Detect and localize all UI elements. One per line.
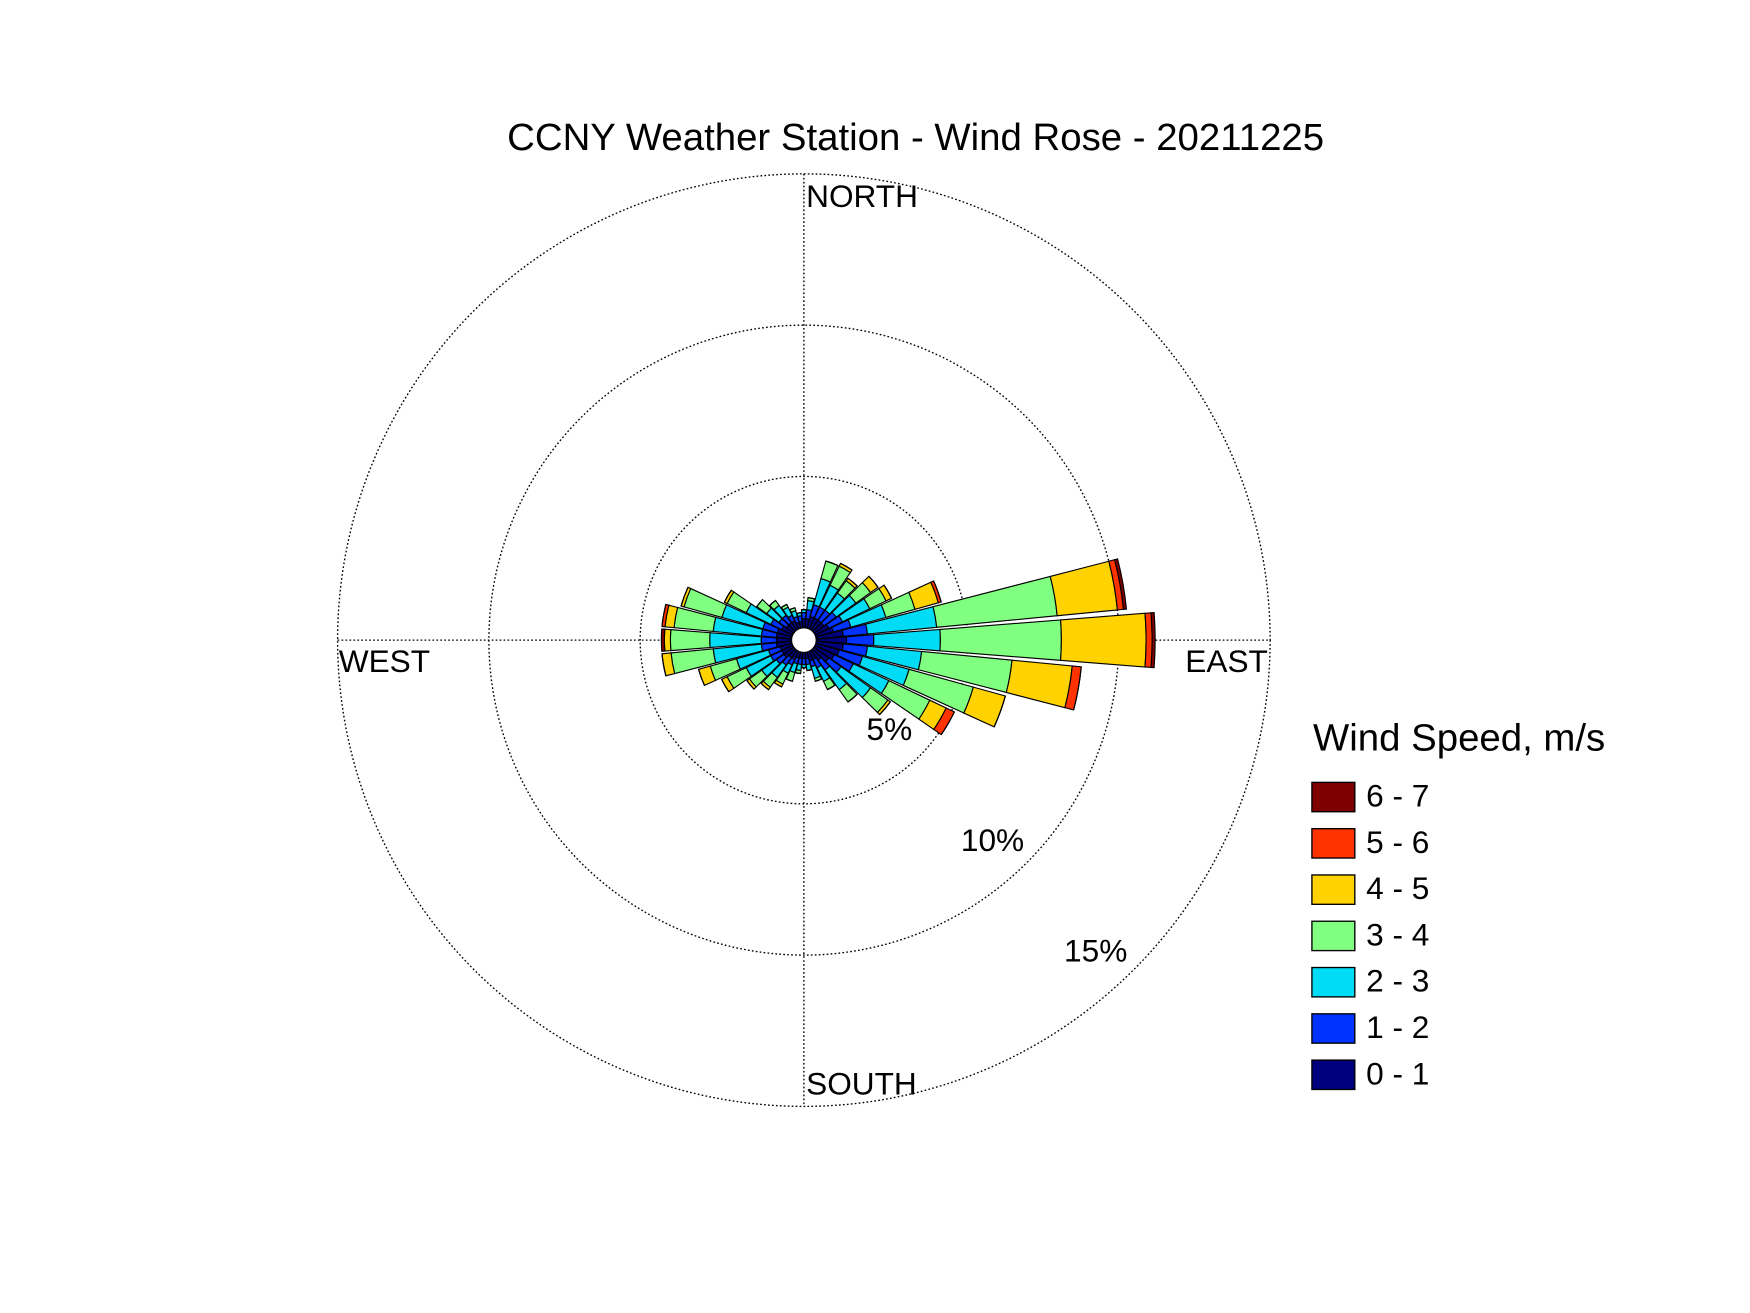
legend-label: 0 - 1 <box>1366 1055 1429 1091</box>
wedge <box>796 612 802 615</box>
legend-swatch <box>1311 874 1356 905</box>
legend-label: 4 - 5 <box>1366 870 1429 906</box>
legend-label: 3 - 4 <box>1366 916 1429 952</box>
wedge <box>1059 612 1147 668</box>
wedge <box>806 669 812 672</box>
wedge <box>760 683 769 691</box>
legend-swatch <box>1311 920 1356 952</box>
wedge <box>1150 611 1156 669</box>
direction-label: EAST <box>1185 643 1268 679</box>
wedge <box>660 628 666 652</box>
ring-label: 15% <box>1064 932 1127 968</box>
wedge <box>795 672 801 675</box>
direction-label: WEST <box>339 643 430 679</box>
wedge <box>993 695 1006 728</box>
wedge <box>698 669 705 686</box>
legend-label: 5 - 6 <box>1366 824 1429 860</box>
legend-title: Wind Speed, m/s <box>1313 717 1605 760</box>
wedge <box>774 682 782 688</box>
direction-label: NORTH <box>806 178 918 214</box>
legend-swatch <box>1311 1013 1356 1044</box>
ring-label: 5% <box>866 711 912 747</box>
wedge <box>825 560 839 567</box>
legend-label: 6 - 7 <box>1366 778 1429 814</box>
wedge <box>769 600 776 606</box>
wedge <box>801 612 807 620</box>
chart-title: CCNY Weather Station - Wind Rose - 20211… <box>507 116 1324 159</box>
ring-label: 10% <box>961 822 1024 858</box>
wedge <box>1113 558 1128 610</box>
wedge <box>781 603 788 608</box>
center-hole <box>790 627 817 654</box>
legend-swatch <box>1311 1059 1356 1091</box>
wedge <box>883 584 893 599</box>
legend-swatch <box>1311 966 1356 998</box>
legend-swatch <box>1311 781 1356 813</box>
wedge <box>669 629 711 652</box>
legend-label: 1 - 2 <box>1366 1009 1429 1045</box>
wedge <box>815 678 822 682</box>
wedge <box>847 693 858 703</box>
legend-swatch <box>1311 827 1356 859</box>
direction-label: SOUTH <box>806 1065 917 1101</box>
wedge <box>807 597 815 600</box>
wedge <box>785 678 793 682</box>
wedge <box>661 653 667 676</box>
grid-ring <box>336 173 1271 1108</box>
legend-label: 2 - 3 <box>1366 963 1429 999</box>
wedge <box>845 634 875 647</box>
wedge <box>721 679 730 693</box>
wedge <box>663 628 672 652</box>
